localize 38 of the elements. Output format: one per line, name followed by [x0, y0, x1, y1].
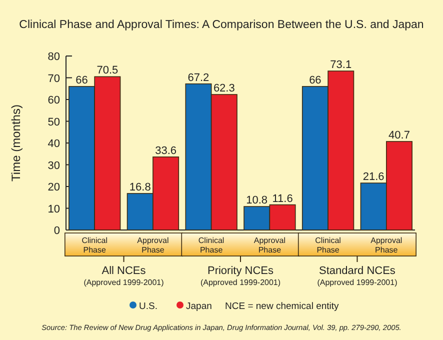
data-label: 70.5	[96, 64, 118, 77]
data-label: 40.7	[388, 129, 410, 142]
text: (Approved 1999-2001)	[200, 278, 281, 287]
data-label: 66	[309, 74, 322, 86]
x-tick-label: Approval Phase	[254, 236, 286, 254]
x-tick-label: Approval Phase	[370, 236, 402, 254]
data-label: 16.8	[129, 181, 151, 194]
data-label: 66	[76, 74, 88, 86]
data-label: 10.8	[246, 194, 268, 207]
text: All NCEs	[102, 265, 146, 277]
data-label: 21.6	[362, 171, 384, 184]
y-tick-label: 80	[48, 51, 60, 63]
x-tick-label: Clinical Phase	[315, 236, 342, 254]
text: (Approved 1999-2001)	[317, 278, 398, 287]
y-tick-label: 10	[48, 203, 60, 216]
x-tick-label: Clinical Phase	[198, 236, 224, 254]
y-tick-label: 30	[48, 160, 60, 172]
y-tick-label: 60	[48, 94, 60, 106]
data-label: 33.6	[155, 144, 177, 157]
x-tick-label: Approval Phase	[137, 236, 169, 254]
legend-label: U.S.	[139, 301, 158, 312]
legend-label: Japan	[186, 301, 212, 312]
data-label: 73.1	[330, 59, 352, 72]
data-label: 62.3	[213, 82, 235, 94]
y-tick-label: 70	[48, 72, 60, 85]
x-tick-label: Clinical Phase	[82, 236, 108, 254]
text: (Approved 1999-2001)	[84, 278, 164, 287]
text: NCE = new chemical entity	[225, 301, 340, 312]
y-tick-label: 20	[48, 182, 60, 194]
text: Priority NCEs	[207, 265, 274, 277]
y-axis-title: Time (months)	[9, 104, 23, 182]
data-label: 11.6	[272, 192, 293, 205]
data-label: 67.2	[188, 72, 210, 84]
y-tick-label: 40	[48, 138, 60, 150]
chart-title: Clinical Phase and Approval Times: A Comparison Between the U.S. and Japan	[19, 19, 424, 31]
text: Standard NCEs	[319, 265, 396, 277]
y-tick-label: 0	[54, 225, 60, 237]
y-tick-label: 50	[48, 116, 60, 128]
